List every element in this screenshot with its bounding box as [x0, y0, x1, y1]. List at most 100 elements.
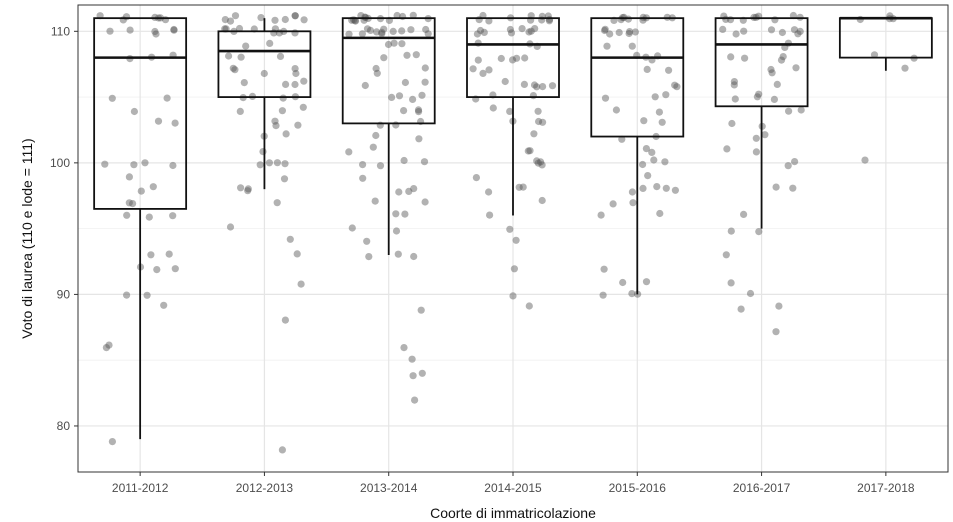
- data-point: [797, 106, 805, 114]
- data-point: [640, 117, 648, 125]
- data-point: [226, 17, 235, 25]
- data-point: [755, 90, 763, 98]
- data-point: [281, 15, 289, 24]
- data-point: [363, 25, 372, 33]
- data-point: [737, 305, 745, 313]
- data-point: [345, 30, 353, 38]
- data-point: [125, 173, 133, 181]
- data-point: [123, 291, 131, 299]
- data-point: [642, 145, 651, 153]
- data-point: [403, 51, 411, 59]
- data-point: [615, 28, 623, 37]
- data-point: [365, 253, 373, 261]
- x-tick-label: 2011-2012: [112, 481, 169, 495]
- data-point: [476, 26, 485, 35]
- data-point: [294, 121, 302, 129]
- data-point: [165, 250, 173, 258]
- jitter-points: [96, 11, 918, 454]
- data-point: [282, 80, 290, 88]
- data-point: [480, 28, 488, 36]
- data-point: [378, 30, 386, 38]
- data-point: [768, 69, 776, 77]
- data-point: [727, 279, 735, 287]
- data-point: [539, 83, 547, 91]
- y-tick-label: 100: [50, 156, 70, 170]
- data-point: [791, 158, 799, 166]
- data-point: [417, 306, 425, 314]
- data-point: [151, 27, 159, 36]
- data-point: [755, 228, 763, 236]
- data-point: [671, 81, 679, 89]
- data-point: [257, 14, 265, 22]
- data-point: [231, 66, 239, 74]
- box-iqr: [590, 17, 685, 138]
- data-point: [273, 159, 281, 167]
- data-point: [286, 235, 294, 243]
- data-point: [421, 198, 429, 206]
- data-point: [673, 83, 681, 91]
- data-point: [152, 30, 160, 38]
- data-point: [221, 16, 229, 24]
- data-point: [291, 80, 299, 89]
- x-tick-label: 2016-2017: [733, 481, 791, 495]
- data-point: [348, 224, 356, 232]
- data-point: [624, 15, 633, 23]
- data-point: [271, 16, 279, 24]
- data-point: [767, 26, 776, 34]
- data-point: [171, 265, 179, 273]
- data-point: [300, 77, 308, 85]
- data-point: [169, 161, 177, 170]
- data-point: [409, 11, 417, 19]
- data-point: [534, 107, 542, 115]
- data-point: [506, 225, 514, 233]
- data-point: [473, 30, 481, 38]
- data-point: [281, 316, 289, 324]
- data-point: [414, 106, 423, 114]
- data-point: [421, 78, 429, 86]
- data-point: [384, 40, 393, 49]
- box-iqr: [93, 17, 188, 210]
- data-point: [723, 145, 731, 153]
- data-point: [410, 252, 418, 261]
- data-point: [533, 83, 541, 91]
- data-point: [548, 82, 557, 90]
- data-point: [506, 25, 514, 34]
- data-point: [538, 161, 546, 169]
- data-point: [489, 104, 497, 112]
- y-tick-label: 80: [57, 419, 71, 433]
- data-point: [106, 27, 114, 35]
- data-point: [727, 227, 735, 235]
- data-point: [474, 56, 482, 64]
- y-tick-label: 110: [51, 24, 70, 38]
- data-point: [648, 148, 656, 156]
- data-point: [619, 278, 627, 287]
- data-point: [497, 54, 505, 63]
- data-point: [380, 25, 388, 33]
- data-point: [401, 210, 409, 218]
- data-point: [662, 91, 670, 99]
- data-point: [291, 65, 299, 73]
- data-point: [507, 29, 516, 37]
- data-point: [143, 291, 151, 299]
- data-point: [300, 16, 308, 24]
- data-point: [741, 54, 749, 62]
- data-point: [160, 301, 168, 309]
- data-point: [472, 174, 480, 182]
- data-point: [170, 26, 178, 34]
- data-point: [901, 64, 909, 72]
- data-point: [293, 250, 301, 258]
- data-point: [366, 26, 375, 34]
- data-point: [789, 184, 797, 192]
- data-point: [778, 28, 787, 37]
- data-point: [129, 200, 137, 208]
- data-point: [394, 250, 402, 258]
- data-point: [358, 30, 366, 38]
- data-point: [601, 25, 609, 33]
- x-tick-label: 2012-2013: [236, 481, 294, 495]
- data-point: [392, 210, 400, 218]
- data-point: [276, 52, 285, 61]
- data-point: [794, 30, 802, 38]
- data-point: [775, 302, 783, 310]
- data-point: [777, 56, 786, 64]
- data-point: [730, 81, 738, 89]
